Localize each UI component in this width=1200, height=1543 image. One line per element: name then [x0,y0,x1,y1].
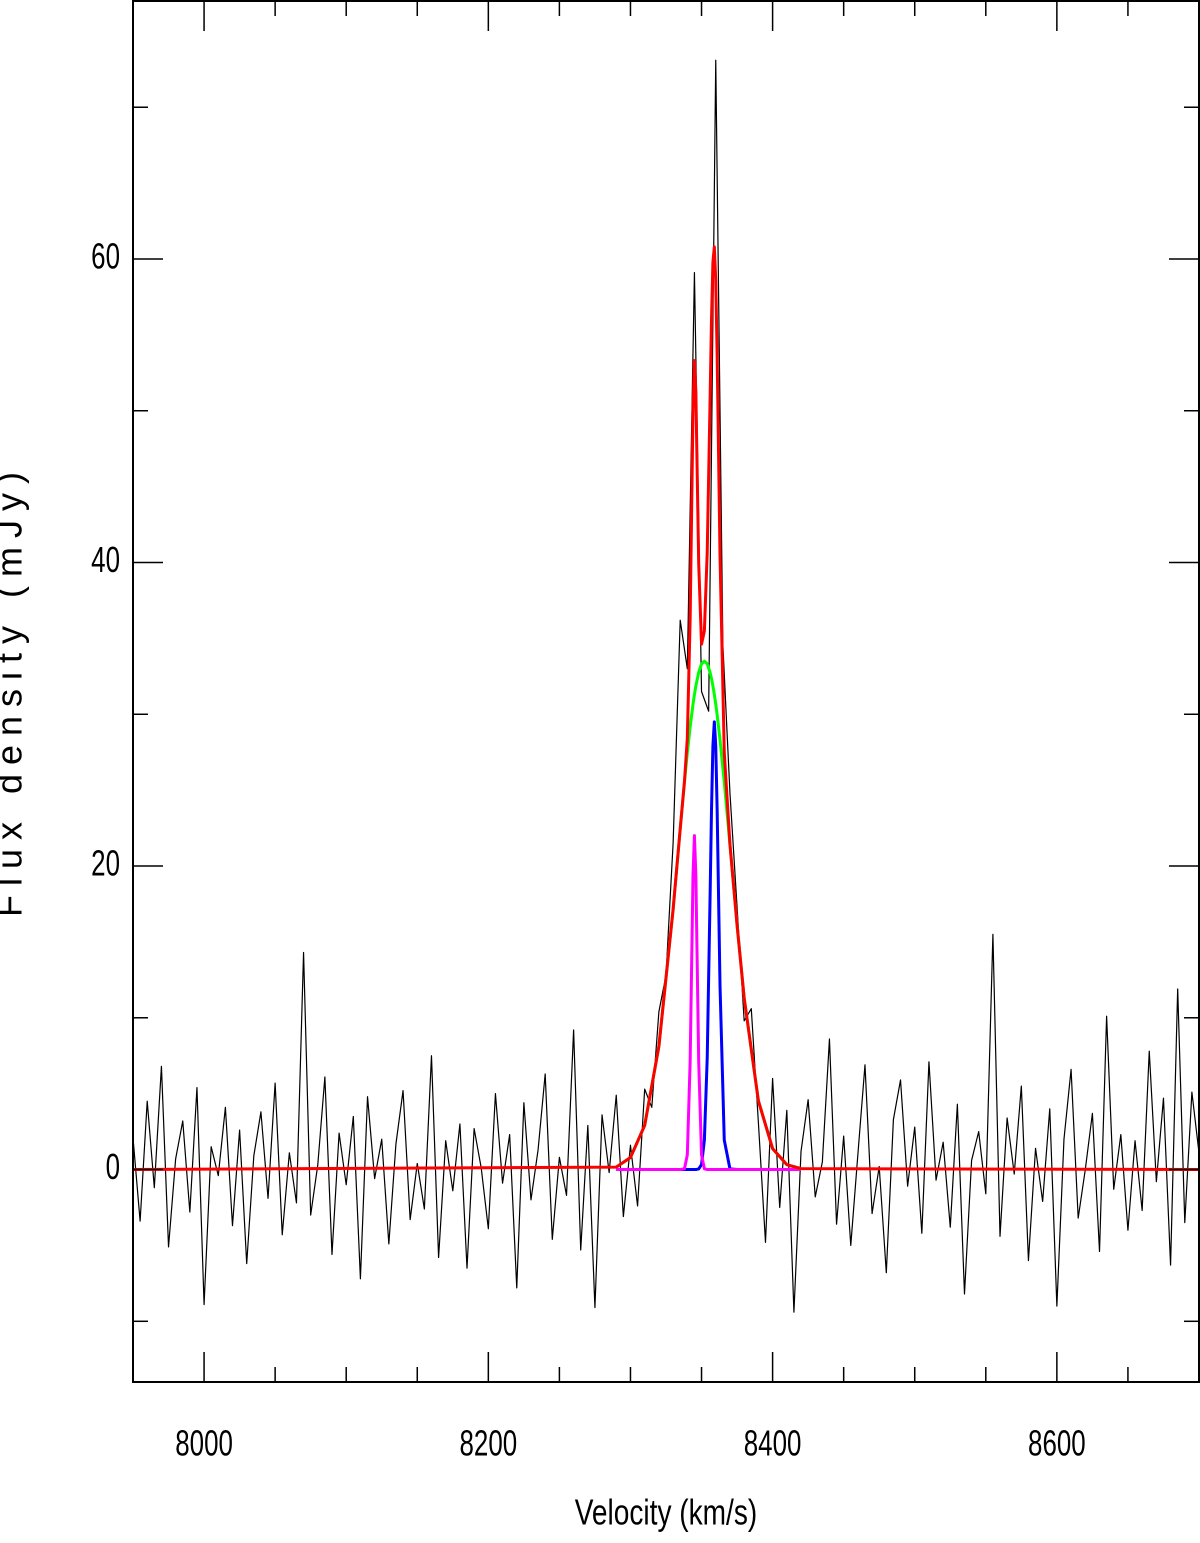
x-tick-label: 8600 [1028,1423,1086,1463]
y-tick-label: 20 [91,843,120,883]
plot-frame [132,0,1200,1383]
x-tick-label: 8200 [460,1423,518,1463]
x-tick-label: 8000 [175,1423,233,1463]
x-axis-label: Velocity (km/s) [575,1492,757,1532]
y-tick-label: 40 [91,540,120,580]
series-line [133,245,1199,1172]
series-line [133,59,1199,1313]
y-tick-label: 60 [91,236,120,276]
series-line [616,834,802,1172]
y-tick-label: 0 [106,1147,120,1187]
x-tick-label: 8400 [744,1423,802,1463]
y-axis-label: Flux density (mJy) [0,463,30,917]
